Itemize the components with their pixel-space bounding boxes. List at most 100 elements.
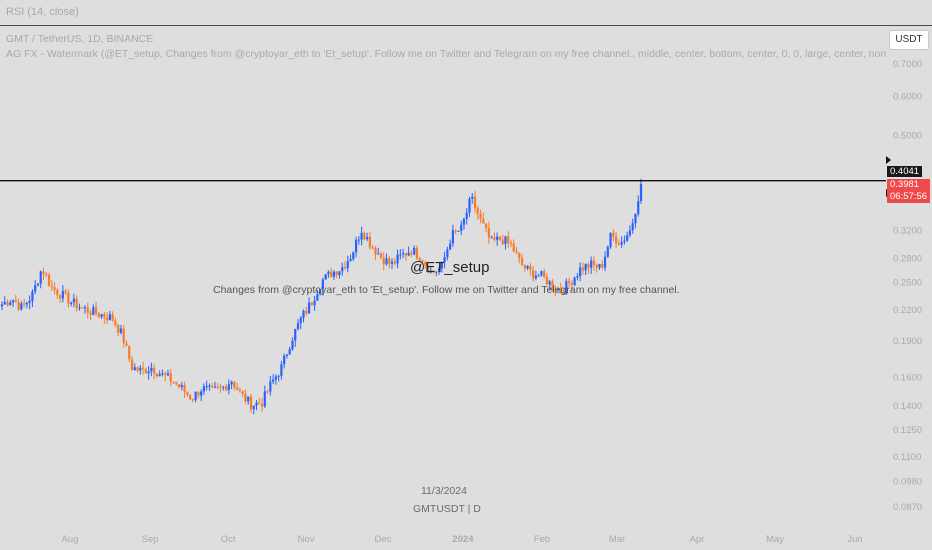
candle-bear	[86, 307, 89, 313]
time-tick-label: Dec	[375, 534, 392, 545]
candle-bull	[274, 376, 277, 380]
candle-bear	[567, 281, 571, 284]
candle-bull	[457, 230, 460, 232]
candle-bull	[108, 314, 111, 321]
candle-bull	[390, 261, 394, 264]
watermark-legend[interactable]: AG FX - Watermark (@ET_setup, Changes fr…	[6, 48, 886, 60]
time-tick-label: May	[766, 534, 784, 545]
candle-bear	[424, 262, 427, 266]
watermark-symbol-interval: GMTUSDT | D	[413, 503, 481, 515]
candle-bull	[637, 201, 640, 214]
candle-bear	[512, 243, 515, 252]
candle-bear	[310, 302, 313, 306]
candle-bear	[615, 236, 618, 244]
candle-bull	[92, 307, 95, 315]
time-tick-label: Aug	[62, 534, 79, 545]
candle-bull	[263, 391, 266, 407]
candle-bull	[446, 249, 449, 258]
price-chart[interactable]: 0.70000.60000.50000.40000.32000.28000.25…	[0, 26, 932, 550]
candle-bear	[520, 258, 524, 266]
candle-bull	[460, 224, 463, 231]
candle-bear	[581, 267, 585, 271]
candle-bear	[266, 391, 269, 393]
candle-bull	[72, 298, 76, 303]
candle-bear	[410, 252, 413, 255]
candle-bear	[371, 247, 374, 249]
candle-bull	[603, 256, 607, 268]
candle-bull	[576, 276, 579, 278]
level-price-tag[interactable]: 0.4041	[887, 166, 923, 177]
candle-bull	[302, 310, 305, 318]
candle-bull	[31, 291, 34, 301]
pane-separator[interactable]	[0, 25, 932, 26]
candle-bear	[479, 214, 482, 219]
candle-bull	[202, 386, 206, 392]
rsi-label[interactable]: RSI (14, close)	[6, 6, 79, 18]
candle-bear	[164, 373, 167, 376]
candle-bear	[432, 270, 435, 273]
candle-bull	[166, 373, 170, 376]
candle-bull	[429, 270, 432, 273]
time-tick-label: Feb	[534, 534, 550, 545]
candle-bear	[418, 258, 421, 261]
time-tick-label: Jun	[847, 534, 862, 545]
candle-bear	[388, 258, 391, 264]
candle-bear	[224, 386, 228, 390]
candle-bear	[136, 367, 139, 371]
candle-bull	[366, 237, 369, 240]
candle-bull	[28, 300, 31, 303]
candle-bull	[150, 367, 153, 372]
candle-bull	[213, 386, 217, 388]
candle-bear	[484, 223, 488, 228]
candle-bear	[343, 267, 347, 269]
price-tick-label: 0.2500	[893, 278, 922, 289]
time-tick-label: Oct	[221, 534, 236, 545]
candle-bull	[161, 373, 164, 375]
price-tick-label: 0.0870	[893, 502, 922, 513]
price-tick-label: 0.6000	[893, 92, 922, 103]
candle-bear	[122, 328, 125, 344]
candle-bull	[222, 386, 225, 388]
candle-bear	[50, 285, 53, 288]
candle-bear	[473, 196, 477, 209]
candle-bull	[556, 288, 560, 291]
currency-button[interactable]: USDT	[889, 30, 929, 50]
candle-bear	[64, 291, 67, 293]
candle-bear	[153, 367, 156, 374]
candle-bull	[584, 263, 587, 271]
candle-bull	[579, 267, 582, 277]
candle-bull	[194, 391, 197, 401]
last-price-tag[interactable]: 0.3981 06:57:56	[887, 179, 930, 203]
candle-bull	[620, 241, 623, 245]
candle-bull	[639, 183, 643, 202]
candle-bear	[249, 396, 253, 410]
candles-group	[0, 178, 643, 415]
candle-bull	[338, 271, 341, 276]
candle-bull	[271, 379, 275, 382]
candle-bull	[296, 323, 300, 329]
candle-bull	[471, 196, 474, 199]
candle-bear	[595, 264, 598, 268]
candle-bull	[133, 367, 136, 371]
candle-bull	[321, 279, 324, 290]
candle-bull	[20, 303, 23, 310]
symbol-legend[interactable]: GMT / TetherUS, 1D, BINANCE	[6, 33, 154, 45]
candle-bear	[379, 253, 383, 258]
candle-bull	[449, 243, 452, 250]
candle-bull	[443, 257, 446, 263]
candle-bull	[573, 277, 576, 286]
candle-bull	[291, 340, 294, 350]
watermark-date: 11/3/2024	[421, 485, 467, 497]
candle-bull	[147, 371, 150, 374]
candle-bull	[399, 254, 402, 256]
candle-bull	[307, 302, 311, 314]
candle-bull	[200, 391, 203, 396]
price-tick-label: 0.2200	[893, 305, 922, 316]
candle-bull	[205, 386, 208, 388]
candle-bull	[34, 285, 37, 292]
candle-bull	[327, 271, 330, 275]
candle-bear	[415, 247, 419, 259]
price-tick-label: 0.1250	[893, 425, 922, 436]
candle-bear	[103, 314, 106, 318]
candle-bear	[335, 271, 338, 276]
